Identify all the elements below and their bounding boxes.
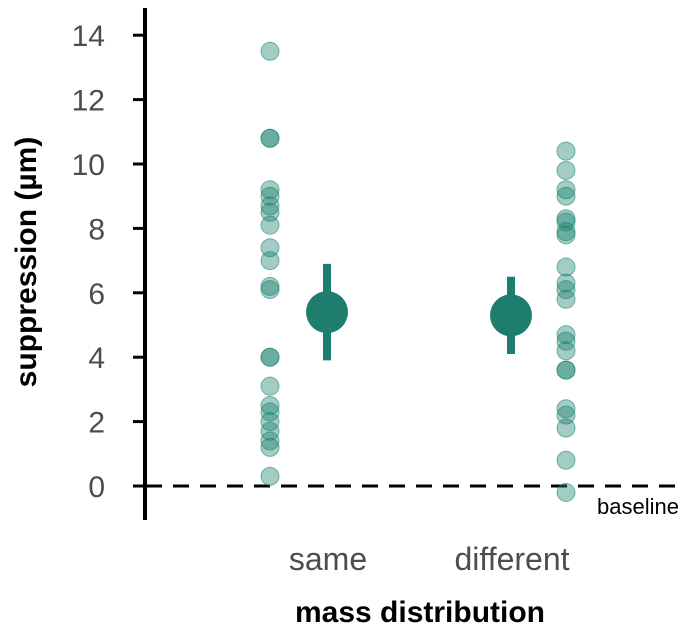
data-point xyxy=(260,437,280,457)
data-point xyxy=(260,421,280,441)
data-point xyxy=(556,360,576,380)
data-point xyxy=(556,180,576,200)
data-point xyxy=(260,466,280,486)
data-point xyxy=(260,180,280,200)
y-axis-title: suppression (µm) xyxy=(10,137,43,388)
data-point xyxy=(260,128,280,148)
data-point xyxy=(260,41,280,61)
data-point xyxy=(260,347,280,367)
data-point xyxy=(556,450,576,470)
data-point xyxy=(260,186,280,206)
data-point xyxy=(556,212,576,232)
summary-markers xyxy=(306,263,532,361)
y-tick-label: 2 xyxy=(88,407,105,440)
data-point xyxy=(260,238,280,258)
data-point xyxy=(556,257,576,277)
category-labels: same different xyxy=(289,541,570,577)
data-point xyxy=(260,196,280,216)
data-point xyxy=(260,431,280,451)
data-point xyxy=(556,405,576,425)
y-tick-label: 8 xyxy=(88,213,105,246)
y-tick-label: 4 xyxy=(88,342,105,375)
data-point xyxy=(260,412,280,432)
mean-marker xyxy=(490,294,532,337)
data-point xyxy=(556,399,576,419)
data-point xyxy=(556,273,576,293)
data-point xyxy=(556,225,576,245)
baseline-label: baseline xyxy=(597,494,679,519)
data-point xyxy=(556,186,576,206)
data-points xyxy=(260,41,576,502)
data-point xyxy=(260,402,280,422)
data-point xyxy=(260,215,280,235)
y-ticks: 0 2 4 6 8 10 12 14 xyxy=(72,20,145,504)
x-category-label: same xyxy=(289,541,367,577)
mean-marker xyxy=(306,291,348,334)
data-point xyxy=(260,251,280,271)
data-point xyxy=(556,160,576,180)
data-point xyxy=(556,331,576,351)
data-point xyxy=(556,325,576,345)
y-tick-label: 6 xyxy=(88,278,105,311)
data-point xyxy=(260,280,280,300)
y-tick-label: 10 xyxy=(72,149,105,182)
data-point xyxy=(260,396,280,415)
data-point xyxy=(260,202,280,222)
data-point xyxy=(556,482,576,502)
data-point xyxy=(556,289,576,309)
data-point xyxy=(556,341,576,361)
data-point xyxy=(556,418,576,438)
y-tick-label: 0 xyxy=(88,471,105,504)
y-tick-label: 14 xyxy=(72,20,105,53)
data-point xyxy=(556,280,576,300)
y-tick-label: 12 xyxy=(72,85,105,118)
x-category-label: different xyxy=(454,541,569,577)
x-axis-title: mass distribution xyxy=(295,596,545,627)
data-point xyxy=(556,141,576,161)
data-point xyxy=(260,376,280,396)
